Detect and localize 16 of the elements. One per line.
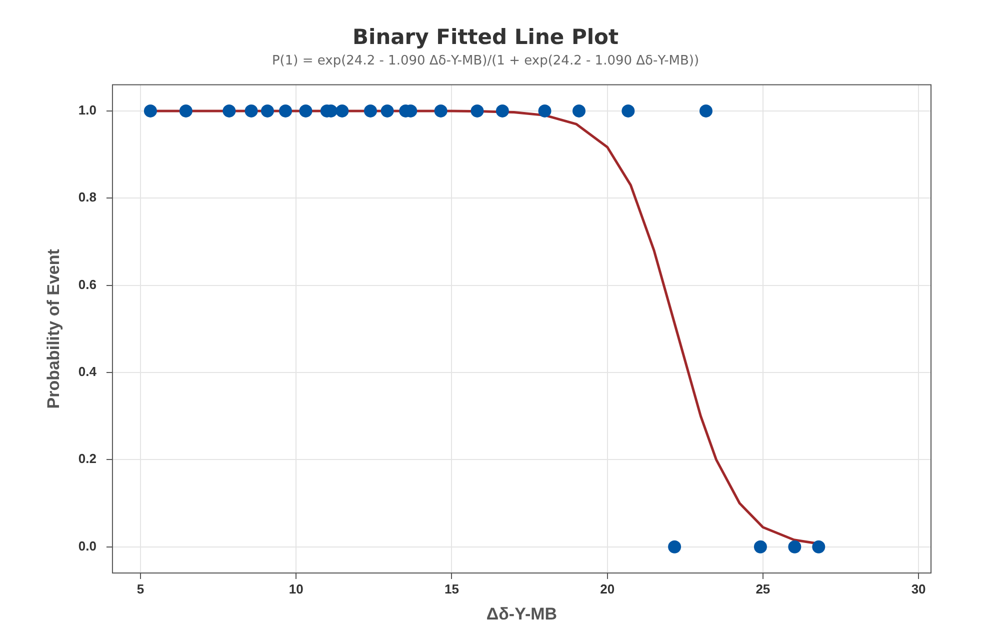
x-tick-label: 5 — [136, 581, 144, 596]
x-tick-label: 25 — [756, 581, 770, 596]
x-tick-label: 30 — [911, 581, 926, 596]
x-tick-label: 10 — [288, 581, 304, 596]
y-tick-label: 0.0 — [78, 538, 96, 554]
chart-subtitle: P(1) = exp(24.2 - 1.090 Δδ-Y-MB)/(1 + exp(24.2 - 1.090 Δδ-Y-MB)) — [272, 53, 700, 68]
x-axis-title: Δδ-Y-MB — [486, 604, 558, 624]
chart-title: Binary Fitted Line Plot — [352, 25, 619, 50]
y-tick-label: 0.6 — [78, 276, 96, 292]
y-tick-label: 0.2 — [78, 451, 96, 466]
y-tick-label: 0.4 — [78, 364, 98, 380]
y-tick-label: 0.8 — [78, 190, 96, 205]
y-tick-label: 1.0 — [78, 102, 96, 118]
x-tick-label: 20 — [600, 581, 615, 596]
x-tick-label: 15 — [444, 581, 459, 596]
y-axis-title: Probability of Event — [44, 248, 63, 409]
